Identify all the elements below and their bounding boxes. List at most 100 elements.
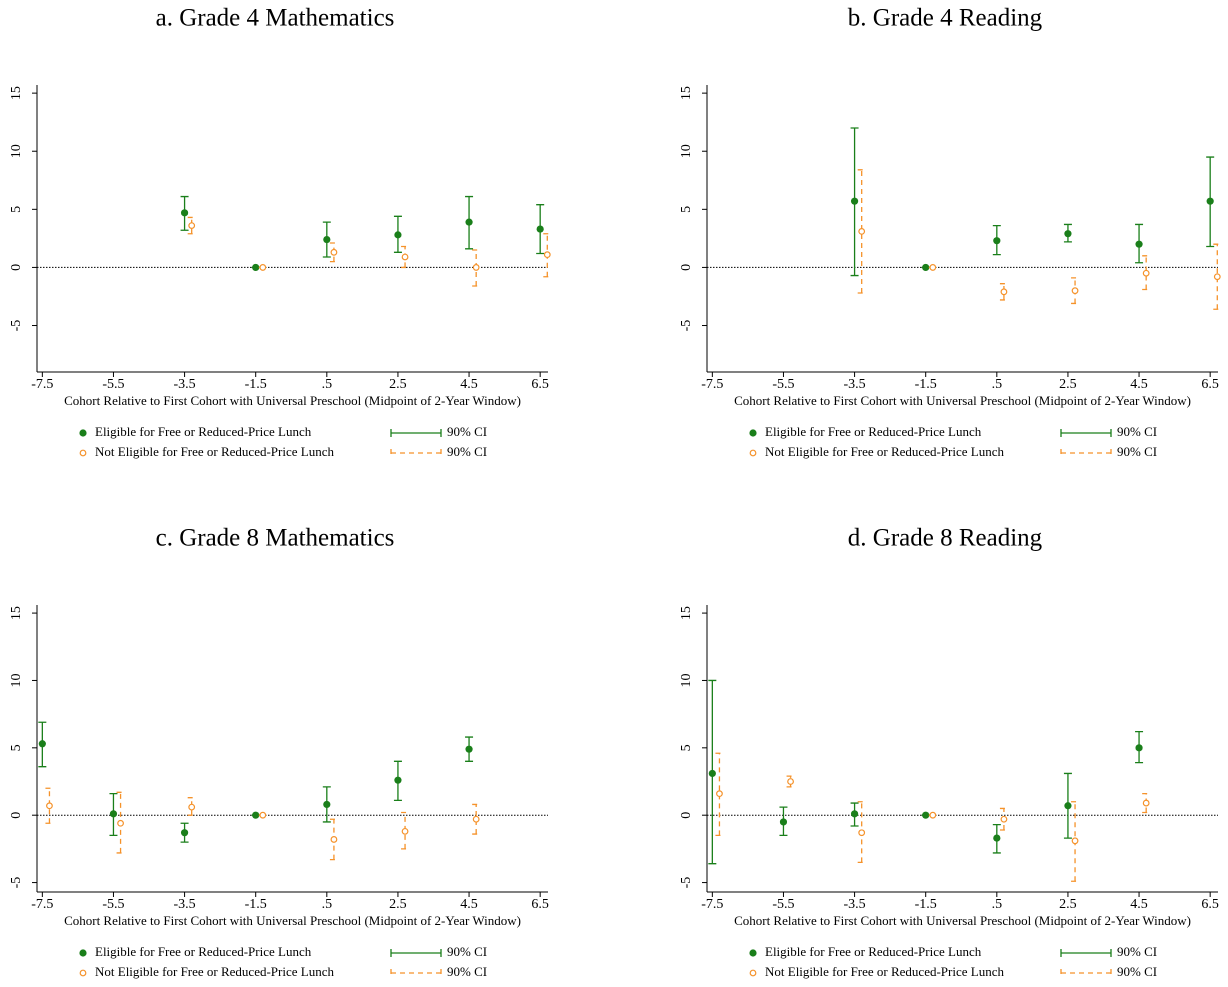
confidence-interval [999, 283, 1008, 301]
legend-marker [749, 969, 757, 977]
legend-label: Not Eligible for Free or Reduced-Price L… [95, 444, 334, 459]
legend-ci-sample [1060, 449, 1112, 457]
point [188, 803, 196, 811]
panel: c. Grade 8 Mathematics -5 0 5 10 15 -7.5 -5.5 -3… [9, 525, 549, 979]
point [543, 251, 551, 259]
point [1071, 837, 1079, 845]
legend-marker [79, 449, 87, 457]
point [472, 264, 480, 271]
x-tick-label: -1.5 [245, 897, 267, 912]
legend-ci-label: 90% CI [1117, 444, 1157, 459]
point [1142, 799, 1150, 807]
panel-title: c. Grade 8 Mathematics [156, 525, 395, 552]
legend-label: Not Eligible for Free or Reduced-Price L… [765, 964, 1004, 979]
point [1142, 269, 1150, 277]
panel: d. Grade 8 Reading -5 0 5 10 15 -7.5 -5.5 -3.5 -1… [679, 525, 1219, 979]
legend-ci-sample [390, 969, 442, 977]
x-tick-label: 6.5 [1201, 897, 1219, 912]
x-tick-label: 2.5 [1059, 897, 1077, 912]
y-tick-label: 0 [9, 812, 24, 819]
point [259, 264, 267, 271]
point [401, 253, 409, 261]
confidence-interval [187, 216, 196, 235]
panel-title: b. Grade 4 Reading [848, 5, 1043, 32]
x-tick-label: 4.5 [1130, 377, 1148, 392]
x-tick-label: 4.5 [460, 377, 478, 392]
legend-marker [79, 429, 87, 437]
point [252, 263, 260, 272]
y-tick-label: 5 [679, 206, 694, 213]
x-tick-label: -3.5 [843, 377, 865, 392]
point [779, 818, 788, 826]
confidence-interval [715, 752, 724, 837]
x-tick-label: 6.5 [1201, 377, 1219, 392]
x-tick-label: -5.5 [102, 377, 124, 392]
x-tick-label: -5.5 [772, 377, 794, 392]
y-tick-label: 5 [9, 744, 24, 751]
legend-marker [79, 949, 87, 957]
legend-ci-label: 90% CI [447, 444, 487, 459]
y-tick-label: 10 [9, 144, 24, 158]
legend-label: Not Eligible for Free or Reduced-Price L… [95, 964, 334, 979]
point [323, 800, 331, 809]
y-tick-label: -5 [679, 320, 694, 332]
point [465, 218, 473, 226]
point [787, 778, 794, 785]
point [1206, 197, 1214, 205]
y-tick-label: 0 [9, 264, 24, 271]
point [330, 836, 338, 843]
point [1071, 287, 1079, 295]
x-tick-label: -1.5 [245, 377, 267, 392]
point [922, 811, 930, 819]
y-tick-label: 10 [679, 144, 694, 158]
panel: b. Grade 4 Reading -5 0 5 10 15 -7.5 -5.5 -3.5 -1… [679, 5, 1222, 459]
point [1213, 273, 1221, 281]
panel: a. Grade 4 Mathematics -5 0 5 10 15 -7.5 -5.5 -3… [9, 5, 552, 459]
point [850, 810, 859, 818]
point [993, 834, 1001, 842]
x-tick-label: .5 [992, 897, 1003, 912]
legend-ci-label: 90% CI [447, 424, 487, 439]
point [1000, 288, 1008, 296]
y-tick-label: 5 [679, 744, 694, 751]
x-axis-label: Cohort Relative to First Cohort with Uni… [734, 913, 1191, 928]
legend-label: Not Eligible for Free or Reduced-Price L… [765, 444, 1004, 459]
point [929, 811, 937, 819]
y-tick-label: -5 [9, 877, 24, 889]
legend-marker [749, 429, 757, 437]
legend-marker [749, 449, 757, 457]
point [716, 790, 723, 798]
x-tick-label: -7.5 [701, 897, 723, 912]
y-tick-label: 15 [9, 86, 24, 100]
point [1135, 744, 1143, 752]
x-tick-label: .5 [322, 377, 333, 392]
confidence-interval [1142, 255, 1151, 291]
panel-title: d. Grade 8 Reading [848, 525, 1043, 552]
confidence-interval [1213, 243, 1222, 310]
point [117, 819, 124, 827]
x-tick-label: -7.5 [31, 377, 53, 392]
point [929, 264, 937, 271]
point [472, 815, 480, 823]
point [38, 740, 46, 748]
legend-label: Eligible for Free or Reduced-Price Lunch [765, 424, 982, 439]
y-tick-label: 15 [679, 86, 694, 100]
x-tick-label: 4.5 [460, 897, 478, 912]
panel-title: a. Grade 4 Mathematics [156, 5, 395, 32]
x-tick-label: -1.5 [915, 377, 937, 392]
y-tick-label: 10 [9, 673, 24, 687]
x-axis-label: Cohort Relative to First Cohort with Uni… [64, 913, 521, 928]
legend-ci-label: 90% CI [1117, 424, 1157, 439]
x-tick-label: .5 [322, 897, 333, 912]
legend-ci-label: 90% CI [1117, 964, 1157, 979]
legend-ci-label: 90% CI [447, 964, 487, 979]
point [1000, 815, 1008, 823]
point [180, 829, 189, 837]
point [1135, 240, 1143, 248]
point [536, 225, 544, 233]
point [188, 222, 196, 229]
x-tick-label: 2.5 [389, 897, 407, 912]
point [401, 827, 409, 835]
legend-marker [79, 969, 87, 977]
